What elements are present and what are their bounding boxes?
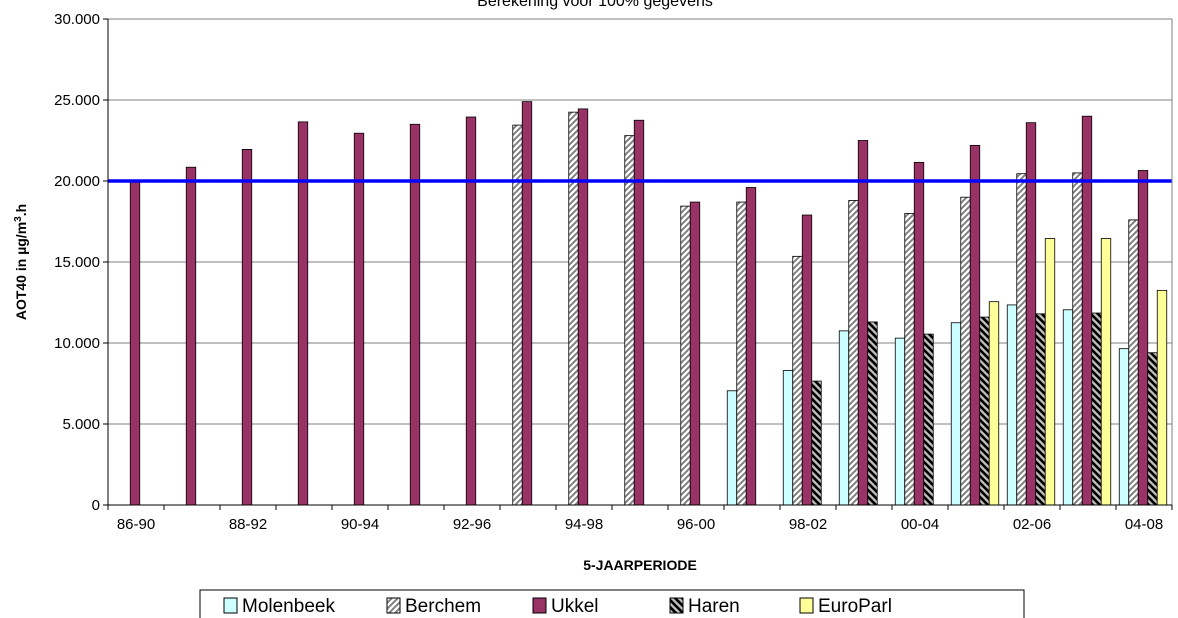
bar-berchem-96-00 xyxy=(680,205,691,506)
legend-box xyxy=(199,589,1025,618)
bar-ukkel-86-90 xyxy=(129,180,141,506)
bar-ukkel-88-92 xyxy=(241,149,253,506)
chart-title: Berekening voor 100% gegevens xyxy=(477,0,713,10)
bar-ukkel-95-99 xyxy=(633,119,645,506)
x-tick-label: 96-00 xyxy=(677,516,715,533)
bar-berchem-95-99 xyxy=(624,135,635,506)
bar-ukkel-90-94 xyxy=(353,132,365,506)
x-tick-label: 90-94 xyxy=(341,516,379,533)
bar-ukkel-01-05 xyxy=(969,144,981,506)
bar-molenbeek-99-03 xyxy=(838,330,850,506)
bar-molenbeek-00-04 xyxy=(894,337,906,506)
bar-molenbeek-97-01 xyxy=(726,390,738,506)
x-tick-label: 86-90 xyxy=(117,516,155,533)
bar-europarl-02-06 xyxy=(1044,238,1056,506)
bar-haren-99-03 xyxy=(867,321,878,506)
bars xyxy=(129,101,1168,506)
bar-berchem-01-05 xyxy=(960,196,971,506)
x-axis: 86-90 88-92 90-94 92-96 94-98 96-00 98-02 00-04… xyxy=(107,504,1173,533)
bar-ukkel-98-02 xyxy=(801,214,813,506)
y-tick-label: 5.000 xyxy=(62,416,100,433)
bar-ukkel-03-07 xyxy=(1081,115,1093,506)
legend-label-berchem: Berchem xyxy=(405,596,481,617)
x-tick-label: 02-06 xyxy=(1013,516,1051,533)
x-tick-label: 94-98 xyxy=(565,516,603,533)
bar-haren-02-06 xyxy=(1035,313,1046,506)
y-tick-label: 30.000 xyxy=(54,11,100,28)
bar-ukkel-99-03 xyxy=(857,140,869,506)
bar-berchem-98-02 xyxy=(792,255,803,506)
legend-label-europarl: EuroParl xyxy=(818,596,892,617)
bar-molenbeek-98-02 xyxy=(782,370,794,506)
bar-haren-03-07 xyxy=(1091,312,1102,506)
bar-berchem-03-07 xyxy=(1072,172,1083,506)
x-axis-title: 5-JAARPERIODE xyxy=(583,557,697,573)
x-tick-label: 00-04 xyxy=(901,516,939,533)
legend: Molenbeek Berchem Ukkel Haren EuroParl xyxy=(199,589,1025,618)
legend-swatch-europarl xyxy=(799,597,814,614)
bar-berchem-04-08 xyxy=(1128,219,1139,506)
y-tick-label: 25.000 xyxy=(54,92,100,109)
y-axis-title: AOT40 in µg/m3.h xyxy=(13,204,29,320)
legend-swatch-berchem xyxy=(386,597,401,614)
bar-ukkel-87-91 xyxy=(185,166,197,506)
bar-europarl-03-07 xyxy=(1100,238,1112,506)
bar-europarl-01-05 xyxy=(988,301,1000,506)
bar-berchem-02-06 xyxy=(1016,173,1027,506)
bar-ukkel-94-98 xyxy=(577,108,589,506)
legend-label-ukkel: Ukkel xyxy=(551,596,599,617)
legend-label-molenbeek: Molenbeek xyxy=(242,596,335,617)
bar-molenbeek-01-05 xyxy=(950,322,962,506)
bar-molenbeek-04-08 xyxy=(1118,348,1130,506)
bar-berchem-97-01 xyxy=(736,201,747,506)
bar-ukkel-92-96 xyxy=(465,116,477,506)
y-tick-label: 20.000 xyxy=(54,173,100,190)
legend-swatch-molenbeek xyxy=(223,597,238,614)
bar-ukkel-96-00 xyxy=(689,201,701,506)
bar-berchem-99-03 xyxy=(848,200,859,506)
bar-ukkel-00-04 xyxy=(913,161,925,506)
bar-haren-04-08 xyxy=(1147,352,1158,506)
bar-molenbeek-03-07 xyxy=(1062,309,1074,506)
legend-swatch-haren xyxy=(669,597,684,614)
bar-haren-00-04 xyxy=(923,333,934,506)
y-axis: 0 5.000 10.000 15.000 20.000 25.000 30.000 xyxy=(54,11,109,514)
bar-berchem-94-98 xyxy=(568,111,579,506)
bar-ukkel-04-08 xyxy=(1137,170,1149,506)
legend-label-haren: Haren xyxy=(688,596,740,617)
y-tick-label: 0 xyxy=(92,497,100,514)
y-tick-label: 10.000 xyxy=(54,335,100,352)
bar-haren-01-05 xyxy=(979,316,990,506)
bar-ukkel-93-97 xyxy=(521,101,533,506)
x-tick-label: 04-08 xyxy=(1125,516,1163,533)
x-tick-label: 98-02 xyxy=(789,516,827,533)
bar-molenbeek-02-06 xyxy=(1006,304,1018,506)
y-tick-label: 15.000 xyxy=(54,254,100,271)
bar-haren-98-02 xyxy=(811,380,822,506)
x-tick-label: 92-96 xyxy=(453,516,491,533)
legend-swatch-ukkel xyxy=(532,597,547,614)
bar-europarl-04-08 xyxy=(1156,289,1168,506)
x-tick-label: 88-92 xyxy=(229,516,267,533)
bar-ukkel-97-01 xyxy=(745,187,757,506)
bar-berchem-00-04 xyxy=(904,212,915,506)
